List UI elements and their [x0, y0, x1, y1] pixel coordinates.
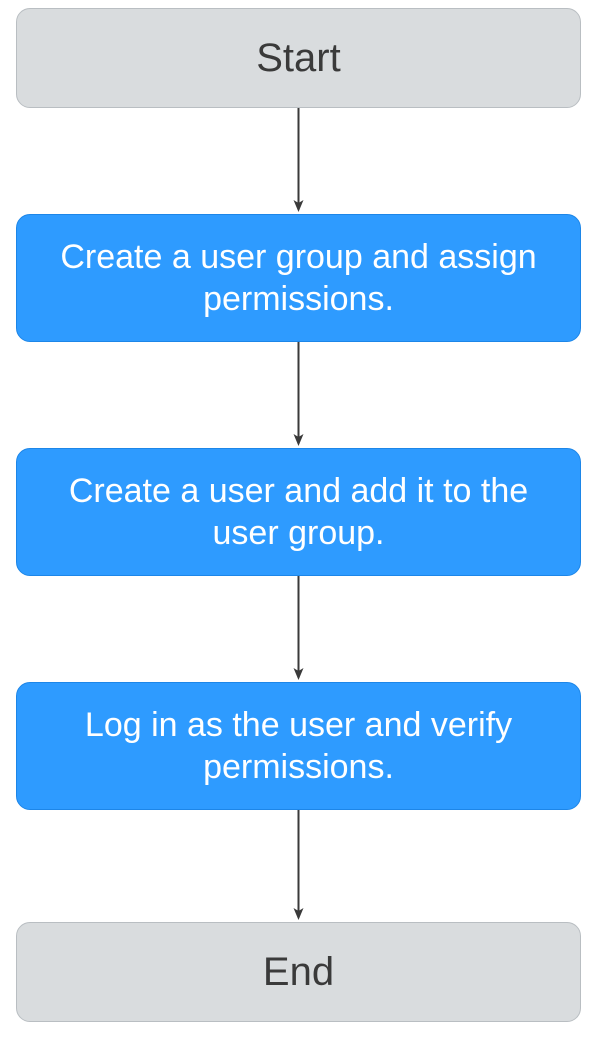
- node-label: Start: [256, 33, 340, 83]
- flowchart-step-node: Create a user and add it to the user gro…: [16, 448, 581, 576]
- node-label: Create a user and add it to the user gro…: [37, 470, 560, 555]
- node-label: Create a user group and assign permissio…: [37, 236, 560, 321]
- node-label: Log in as the user and verify permission…: [37, 704, 560, 789]
- flowchart-step-node: Create a user group and assign permissio…: [16, 214, 581, 342]
- flowchart-start-node: Start: [16, 8, 581, 108]
- flowchart-end-node: End: [16, 922, 581, 1022]
- flowchart-canvas: Start Create a user group and assign per…: [0, 0, 597, 1037]
- node-label: End: [263, 947, 334, 997]
- flowchart-step-node: Log in as the user and verify permission…: [16, 682, 581, 810]
